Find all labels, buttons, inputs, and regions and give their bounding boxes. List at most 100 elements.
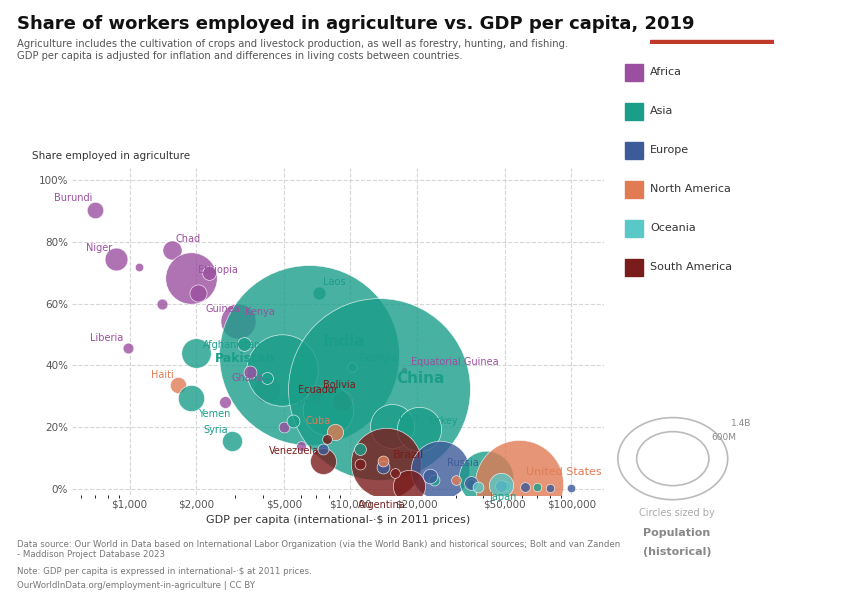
Text: Brazil: Brazil — [393, 450, 424, 460]
Text: Guinea: Guinea — [206, 304, 240, 314]
Text: Haiti: Haiti — [150, 370, 173, 380]
Point — [218, 398, 232, 407]
Point — [372, 384, 386, 394]
Text: Ghana: Ghana — [231, 373, 263, 383]
Text: Pakistan: Pakistan — [215, 352, 275, 365]
Point — [260, 373, 274, 383]
Point — [316, 456, 330, 466]
Point — [518, 482, 532, 492]
Text: Agriculture includes the cultivation of crops and livestock production, as well : Agriculture includes the cultivation of … — [17, 39, 569, 49]
Point — [132, 262, 145, 272]
Point — [191, 288, 205, 298]
Text: 600M: 600M — [711, 433, 737, 442]
Text: Population: Population — [643, 528, 711, 538]
Point — [237, 339, 251, 349]
Point — [321, 406, 335, 415]
Point — [316, 444, 330, 454]
Point — [309, 388, 323, 398]
Text: Equatorial Guinea: Equatorial Guinea — [411, 357, 499, 367]
Point — [379, 458, 393, 467]
Text: (historical): (historical) — [643, 547, 711, 557]
Point — [275, 365, 289, 375]
Point — [328, 427, 342, 437]
Point — [386, 421, 400, 430]
Text: Burundi: Burundi — [54, 193, 93, 203]
Point — [231, 316, 245, 326]
Text: Kenya: Kenya — [245, 307, 275, 317]
Text: Our World: Our World — [682, 12, 741, 22]
Text: North America: North America — [650, 184, 731, 194]
Point — [530, 482, 544, 492]
Text: Note: GDP per capita is expressed in international-·$ at 2011 prices.: Note: GDP per capita is expressed in int… — [17, 567, 312, 576]
Point — [564, 484, 578, 493]
Point — [171, 380, 184, 390]
Text: in Data: in Data — [690, 28, 733, 38]
Point — [312, 288, 326, 298]
Text: Cuba: Cuba — [305, 416, 331, 426]
Point — [543, 483, 557, 493]
Text: Argentina: Argentina — [358, 500, 405, 509]
Point — [464, 478, 478, 487]
Text: United States: United States — [526, 467, 602, 477]
Point — [494, 481, 507, 491]
Text: GDP per capita is adjusted for inflation and differences in living costs between: GDP per capita is adjusted for inflation… — [17, 51, 462, 61]
Point — [190, 348, 203, 358]
Point — [403, 481, 416, 491]
Point — [165, 245, 178, 254]
Text: Iran: Iran — [400, 413, 418, 423]
Text: Yemen: Yemen — [198, 409, 230, 419]
Point — [434, 466, 447, 475]
Text: Oceania: Oceania — [650, 223, 696, 233]
Text: Syria: Syria — [203, 425, 228, 436]
Point — [336, 396, 349, 406]
Text: China: China — [396, 371, 445, 386]
Text: Georgia: Georgia — [360, 353, 398, 363]
Point — [277, 422, 291, 432]
Text: India: India — [323, 334, 366, 349]
Point — [184, 273, 198, 283]
Point — [464, 479, 478, 489]
Point — [479, 473, 492, 483]
Text: Chad: Chad — [176, 234, 201, 244]
Point — [397, 365, 411, 375]
Point — [498, 481, 512, 491]
Point — [303, 350, 316, 359]
Text: South America: South America — [650, 262, 733, 272]
Text: Ethiopia: Ethiopia — [198, 265, 238, 275]
Point — [243, 367, 257, 376]
Point — [295, 441, 309, 451]
Point — [345, 362, 359, 372]
Text: Niger: Niger — [86, 244, 112, 253]
Point — [428, 475, 441, 484]
Point — [202, 268, 216, 278]
Point — [353, 460, 366, 469]
Text: Russia: Russia — [447, 458, 479, 467]
Text: Bolivia: Bolivia — [323, 380, 356, 391]
Text: Asia: Asia — [650, 106, 673, 116]
Point — [353, 444, 366, 454]
Text: Africa: Africa — [650, 67, 683, 77]
Point — [286, 416, 300, 426]
X-axis label: GDP per capita (international-·$ in 2011 prices): GDP per capita (international-·$ in 2011… — [206, 515, 470, 525]
Point — [472, 482, 485, 491]
Point — [260, 384, 274, 394]
Point — [513, 479, 526, 489]
Text: Turkey: Turkey — [426, 416, 458, 426]
Point — [320, 434, 333, 444]
Point — [423, 472, 437, 481]
Text: Philippines: Philippines — [270, 395, 324, 404]
Text: Europe: Europe — [650, 145, 689, 155]
Point — [388, 469, 402, 478]
Point — [449, 475, 462, 484]
Text: Afghanistan: Afghanistan — [203, 340, 261, 350]
Point — [494, 481, 507, 490]
Text: Ecuador: Ecuador — [298, 385, 338, 395]
Text: OurWorldInData.org/employment-in-agriculture | CC BY: OurWorldInData.org/employment-in-agricul… — [17, 581, 255, 590]
Text: Share employed in agriculture: Share employed in agriculture — [32, 151, 190, 161]
Point — [376, 456, 389, 466]
Text: Share of workers employed in agriculture vs. GDP per capita, 2019: Share of workers employed in agriculture… — [17, 15, 694, 33]
Text: Venezuela: Venezuela — [269, 446, 319, 455]
Point — [376, 463, 389, 472]
Text: Circles sized by: Circles sized by — [639, 508, 715, 518]
Bar — [650, 40, 774, 44]
